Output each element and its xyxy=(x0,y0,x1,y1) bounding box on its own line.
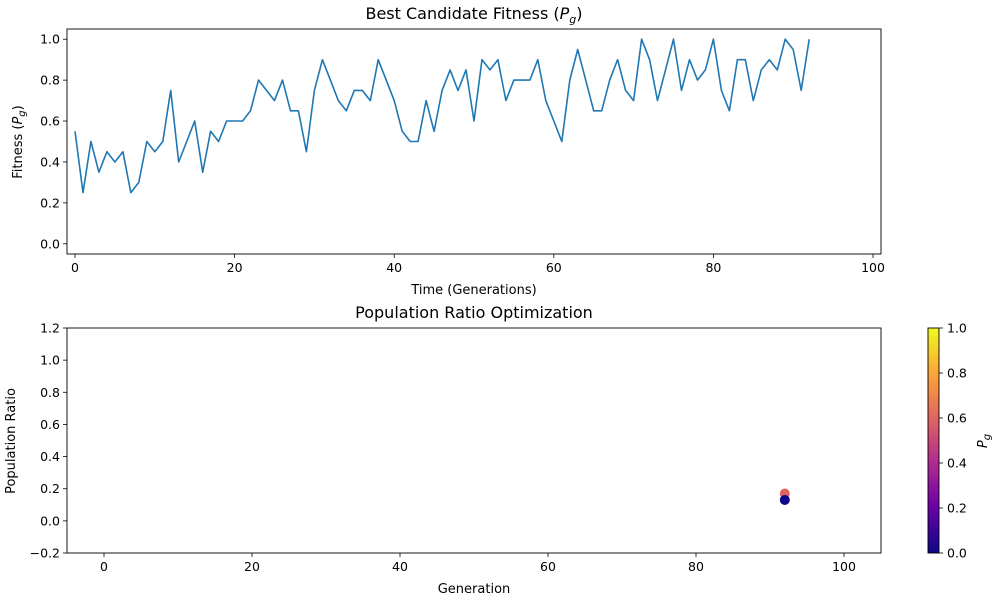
colorbar: 0.0 0.2 0.4 0.6 0.8 1.0 Pg xyxy=(927,321,993,561)
y-tick-label: 1.0 xyxy=(40,32,60,47)
x-tick-label: 80 xyxy=(705,260,721,275)
population-chart-xlabel: Generation xyxy=(438,582,511,597)
fitness-chart-xlabel: Time (Generations) xyxy=(410,283,536,298)
y-tick-label: 0.8 xyxy=(40,73,60,88)
x-tick-label: 100 xyxy=(832,559,856,574)
y-tick-label: 0.6 xyxy=(40,417,60,432)
x-tick-label: 0 xyxy=(100,559,108,574)
fitness-chart: Best Candidate Fitness (Pg) 0 20 40 60 80 100… xyxy=(11,4,885,298)
fitness-series-line xyxy=(74,38,810,194)
y-tick-label: 0.6 xyxy=(40,114,60,129)
x-tick-label: 60 xyxy=(546,260,562,275)
colorbar-gradient xyxy=(927,327,940,554)
x-tick-label: 60 xyxy=(540,559,556,574)
x-tick-label: 20 xyxy=(227,260,243,275)
population-points xyxy=(779,488,790,505)
population-chart: Population Ratio Optimization 0 20 40 60 80 1… xyxy=(4,303,882,597)
colorbar-tick-label: 0.0 xyxy=(947,546,967,561)
y-tick-label: 0.4 xyxy=(40,154,60,169)
y-tick-label: 1.2 xyxy=(40,321,60,336)
population-chart-title: Population Ratio Optimization xyxy=(355,303,593,322)
colorbar-label: Pg xyxy=(976,434,993,448)
y-tick-label: 0.2 xyxy=(40,481,60,496)
population-chart-ticks: 0 20 40 60 80 100 −0.2 0.0 0.2 0.4 0.6 0.8 1.0 1.2 xyxy=(30,321,856,575)
fitness-chart-axes-frame xyxy=(66,28,882,255)
x-tick-label: 80 xyxy=(688,559,704,574)
y-tick-label: 0.4 xyxy=(40,449,60,464)
population-point xyxy=(779,494,790,505)
y-tick-label: 0.8 xyxy=(40,385,60,400)
y-tick-label: −0.2 xyxy=(30,546,60,561)
x-tick-label: 40 xyxy=(392,559,408,574)
colorbar-tick-label: 0.8 xyxy=(947,366,967,381)
fitness-chart-title: Best Candidate Fitness (Pg) xyxy=(365,4,582,26)
y-tick-label: 1.0 xyxy=(40,353,60,368)
fitness-chart-ylabel: Fitness (Pg) xyxy=(11,105,28,179)
population-chart-axes-frame xyxy=(66,327,882,554)
x-tick-label: 0 xyxy=(71,260,79,275)
y-tick-label: 0.0 xyxy=(40,513,60,528)
y-tick-label: 0.2 xyxy=(40,195,60,210)
x-tick-label: 40 xyxy=(386,260,402,275)
colorbar-tick-label: 0.6 xyxy=(947,411,967,426)
colorbar-tick-label: 1.0 xyxy=(947,321,967,336)
colorbar-ticks: 0.0 0.2 0.4 0.6 0.8 1.0 xyxy=(939,321,967,561)
fitness-chart-ticks: 0 20 40 60 80 100 0.0 0.2 0.4 0.6 0.8 1.0 xyxy=(40,32,885,275)
colorbar-tick-label: 0.4 xyxy=(947,456,967,471)
colorbar-tick-label: 0.2 xyxy=(947,501,967,516)
x-tick-label: 100 xyxy=(861,260,885,275)
x-tick-label: 20 xyxy=(244,559,260,574)
population-chart-ylabel: Population Ratio xyxy=(4,388,19,494)
y-tick-label: 0.0 xyxy=(40,236,60,251)
